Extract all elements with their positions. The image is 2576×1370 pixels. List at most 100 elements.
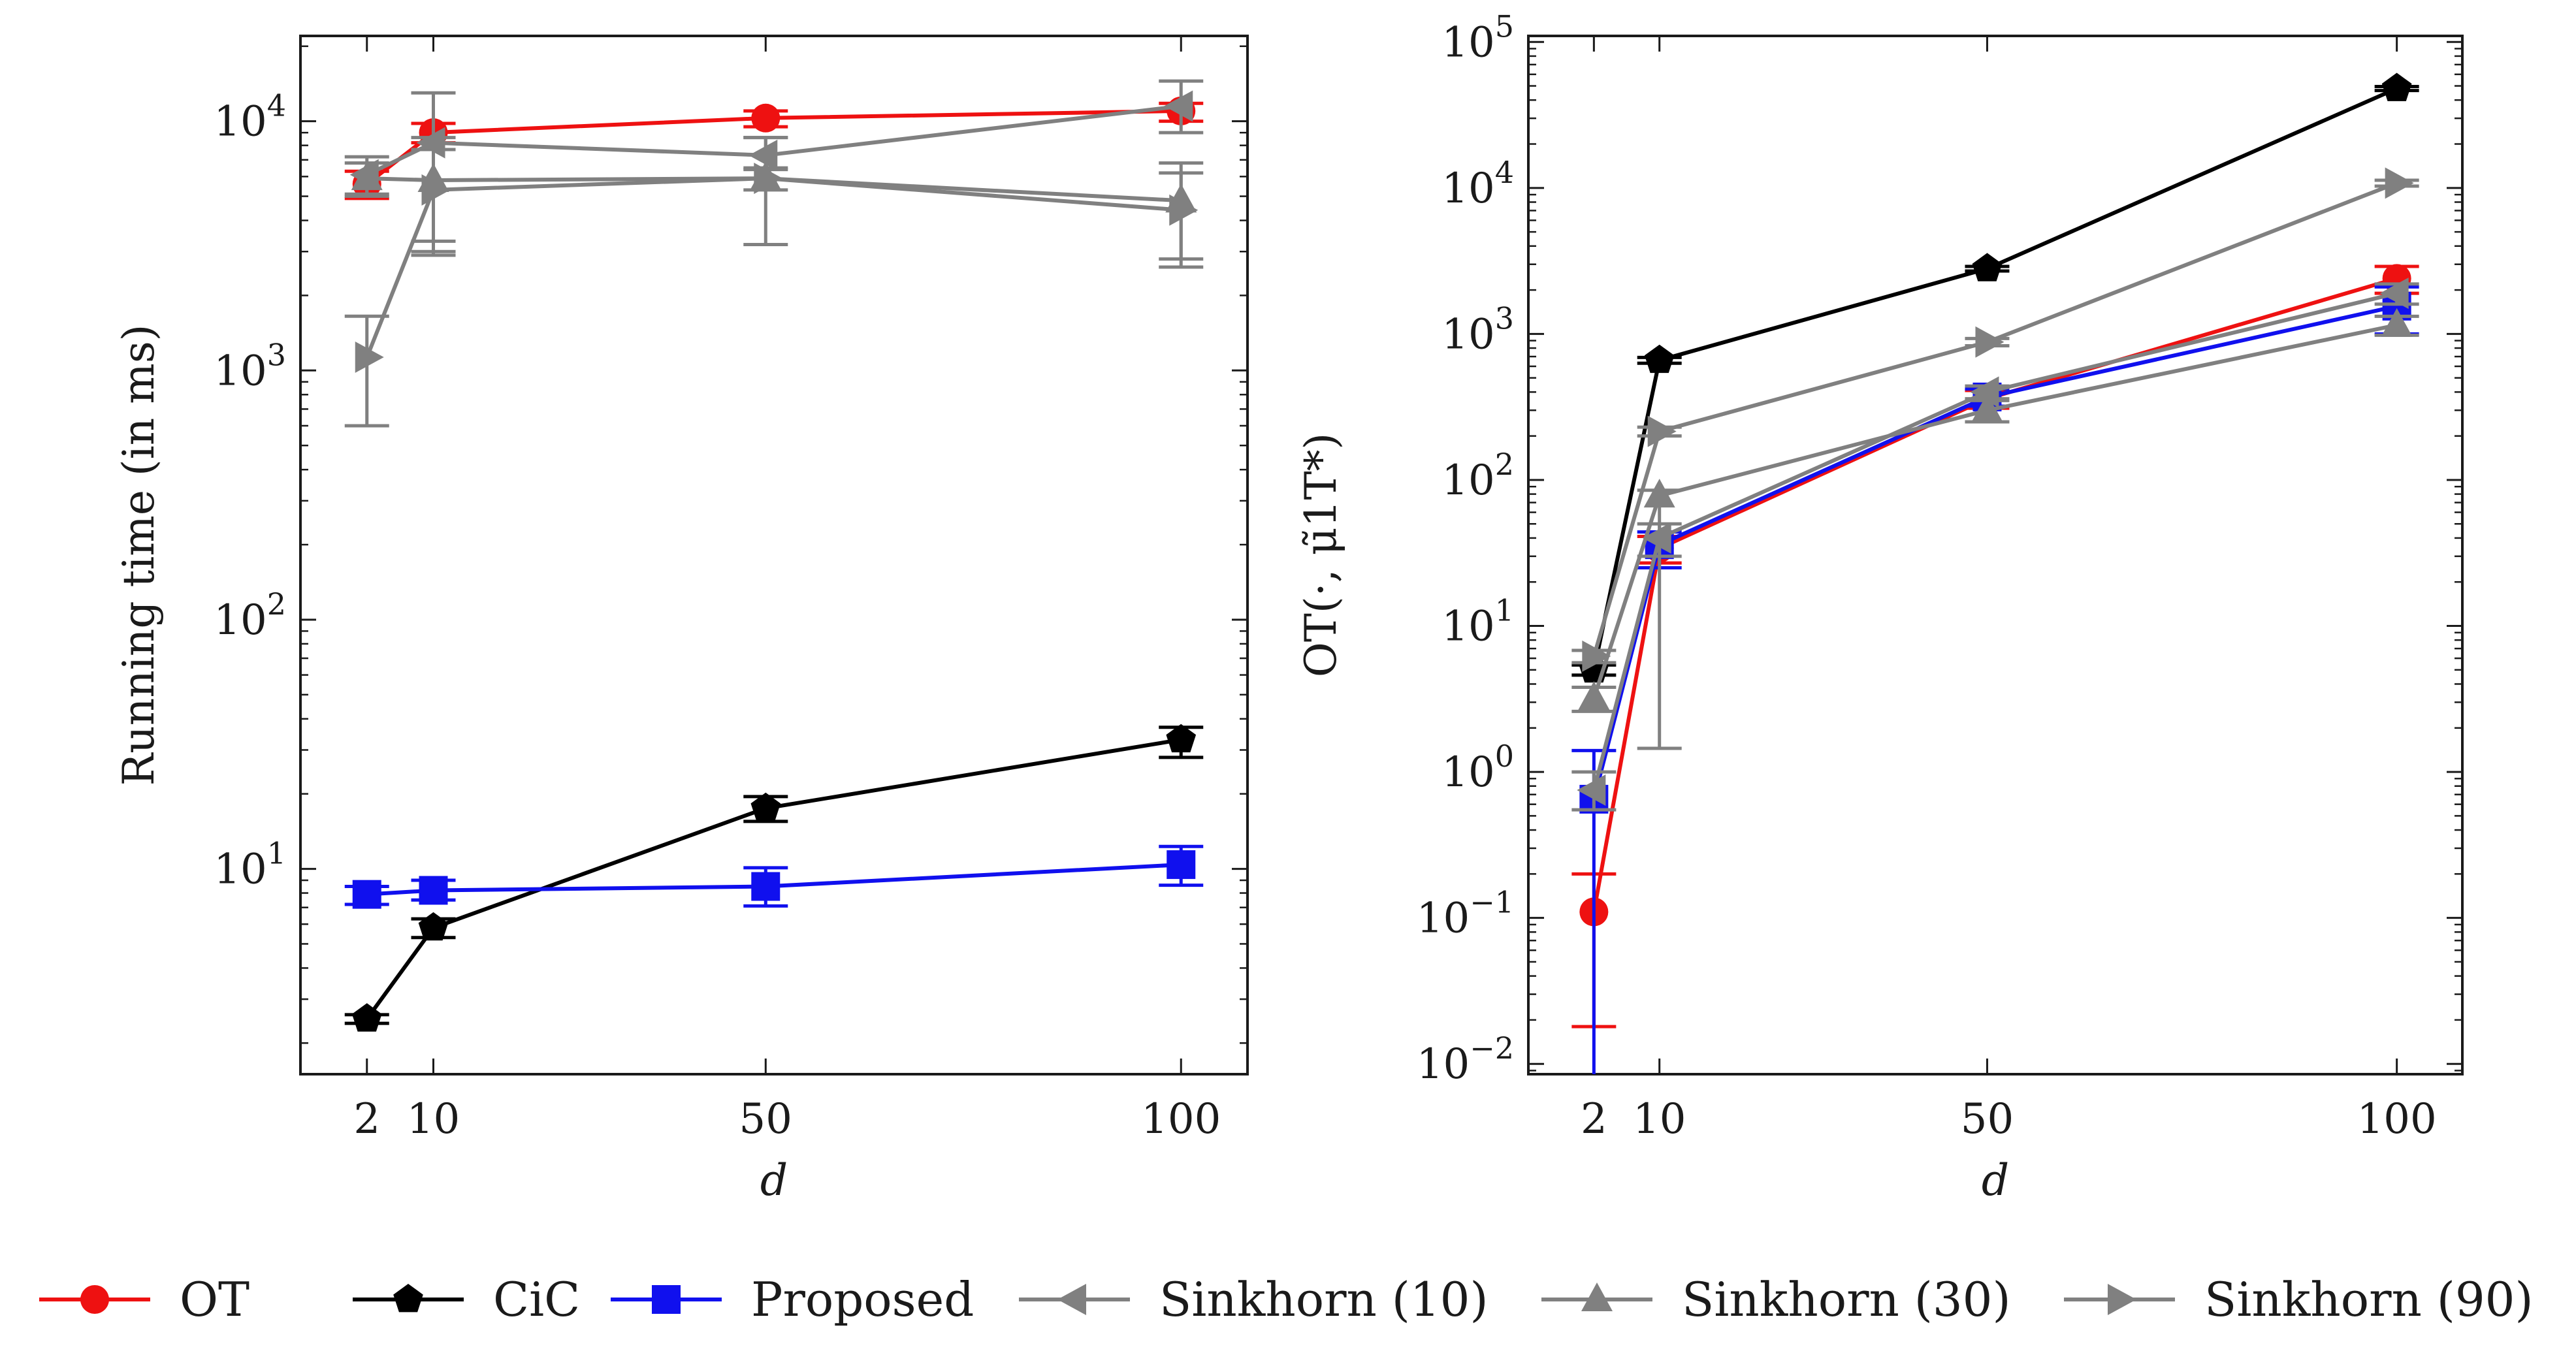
legend-marker-proposed (652, 1285, 681, 1314)
x-tick-label: 50 (1961, 1095, 2014, 1143)
series-line-cic (1592, 86, 2398, 671)
legend-marker-cic (393, 1284, 423, 1313)
series-line-proposed (366, 863, 1182, 897)
series-line-ot (1592, 276, 2398, 912)
panel-1: 101 102 103 104 2 10 50 100 d Running time (in ms… (114, 35, 1249, 1205)
point-cic (750, 792, 781, 821)
y-axis-label: Running time (in ms) (114, 325, 164, 786)
point-sink90 (355, 342, 384, 374)
point-cic (2381, 72, 2412, 101)
panel-2: 10−2 10−1 100 101 102 103 104 105 2 10 50 100 d OT(·,… (1296, 8, 2464, 1205)
point-sink90 (2385, 167, 2414, 199)
legend-marker-sink10 (1057, 1284, 1086, 1315)
x-axis-label: d (1982, 1155, 2009, 1205)
legend-item-ot: OT (39, 1272, 250, 1327)
point-proposed (419, 876, 448, 905)
series-line-sink90 (1592, 181, 2398, 657)
legend-item-proposed: Proposed (611, 1272, 974, 1327)
legend-marker-ot (80, 1285, 109, 1314)
x-tick-label: 10 (1633, 1095, 1686, 1143)
minor-ticks (1528, 48, 2462, 1072)
y-tick-label: 10−2 (1417, 1030, 1514, 1089)
x-tick-label: 100 (2357, 1095, 2437, 1143)
point-sink10 (1577, 774, 1606, 806)
series-proposed (344, 844, 1204, 909)
legend-label-cic: CiC (493, 1272, 580, 1327)
axes-frame (1527, 35, 2464, 1075)
series-line-proposed (1592, 304, 2398, 800)
y-tick-label: 102 (1441, 447, 1514, 505)
series-line-sink10 (1592, 291, 2398, 791)
legend-item-sink10: Sinkhorn (10) (1019, 1272, 1489, 1327)
x-axis-label: d (760, 1155, 788, 1205)
point-sink30 (2381, 308, 2413, 337)
plot-area (1571, 72, 2419, 1074)
x-tick-label: 50 (739, 1095, 792, 1143)
series-sink10 (1571, 278, 2419, 812)
point-proposed (1167, 850, 1196, 880)
series-line-sink30 (1592, 323, 2398, 699)
series-sink90 (1571, 167, 2419, 672)
minor-ticks (300, 45, 1248, 1044)
series-cic (1571, 72, 2419, 683)
series-line-cic (365, 737, 1182, 1021)
point-cic (1166, 724, 1197, 753)
series-line-sink90 (365, 176, 1182, 358)
y-tick-label: 103 (214, 337, 286, 395)
x-tick-label: 2 (353, 1095, 380, 1143)
legend-marker-sink90 (2108, 1284, 2136, 1315)
x-tick-label: 100 (1141, 1095, 1221, 1143)
x-tick-label: 10 (407, 1095, 460, 1143)
point-sink30 (1643, 479, 1675, 508)
point-cic (1972, 253, 2003, 281)
point-cic (418, 912, 449, 941)
y-tick-label: 105 (1441, 8, 1514, 67)
point-cic (1644, 344, 1675, 374)
y-tick-label: 104 (1441, 155, 1514, 213)
point-proposed (751, 872, 781, 901)
series-sink30 (1571, 308, 2419, 750)
legend-label-proposed: Proposed (751, 1272, 974, 1327)
point-sink10 (1642, 522, 1671, 554)
point-sink90 (1975, 326, 2004, 358)
point-sink90 (1169, 194, 1199, 226)
legend-item-cic: CiC (353, 1272, 580, 1327)
point-cic (351, 1003, 382, 1032)
y-tick-label: 10−1 (1417, 885, 1514, 943)
series-cic (344, 724, 1204, 1032)
point-sink10 (2379, 278, 2409, 310)
legend-item-sink30: Sinkhorn (30) (1541, 1272, 2011, 1327)
y-tick-label: 100 (1441, 739, 1514, 797)
point-sink10 (749, 139, 778, 171)
point-sink90 (1582, 640, 1611, 672)
point-sink10 (1164, 90, 1193, 122)
y-tick-label: 102 (214, 586, 286, 645)
point-sink90 (1647, 415, 1677, 447)
legend-label-sink30: Sinkhorn (30) (1682, 1272, 2011, 1327)
plot-area (344, 79, 1204, 1032)
x-tick-label: 2 (1581, 1095, 1607, 1143)
y-tick-label: 103 (1441, 300, 1514, 358)
legend: OT CiC Proposed Sinkhorn (10) Sinkhorn (30) S… (39, 1272, 2534, 1327)
legend-marker-sink30 (1581, 1282, 1613, 1311)
point-proposed (352, 880, 381, 909)
legend-item-sink90: Sinkhorn (90) (2064, 1272, 2534, 1327)
point-sink30 (1971, 393, 2003, 422)
point-ot (751, 103, 781, 133)
series-line-sink10 (366, 104, 1182, 177)
y-axis-label: OT(·, μ̃1T*) (1296, 433, 1346, 677)
axes-frame (299, 35, 1249, 1075)
legend-label-ot: OT (180, 1272, 250, 1327)
series-sink90 (344, 148, 1204, 428)
legend-label-sink10: Sinkhorn (10) (1159, 1272, 1489, 1327)
y-tick-label: 101 (214, 836, 286, 894)
point-sink30 (1578, 681, 1610, 710)
series-sink10 (344, 79, 1204, 243)
series-line-sink30 (366, 176, 1182, 203)
point-sink90 (754, 163, 783, 195)
y-tick-label: 101 (1441, 593, 1514, 651)
legend-label-sink90: Sinkhorn (90) (2204, 1272, 2534, 1327)
point-sink90 (421, 174, 451, 206)
